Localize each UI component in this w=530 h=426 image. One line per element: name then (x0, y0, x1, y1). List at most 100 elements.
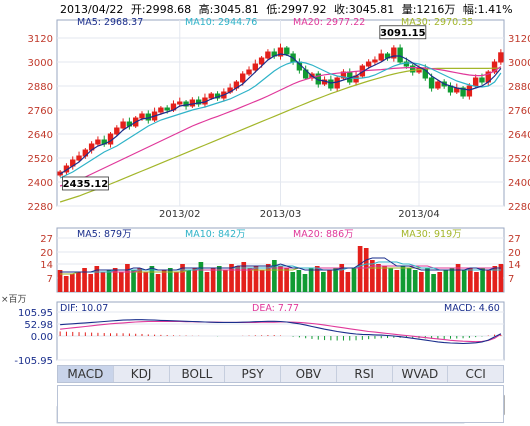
price-ytick-right: 2760 (508, 106, 530, 117)
volume-bar (492, 266, 498, 292)
candle (114, 127, 120, 135)
volume-bar (419, 272, 424, 292)
candle (277, 47, 284, 57)
candle (195, 99, 202, 105)
candle (466, 85, 473, 97)
volume-bar (480, 268, 485, 292)
volume-bar (247, 268, 253, 292)
volume-ma10-line (60, 261, 501, 273)
macd-ytick: -105.95 (14, 356, 53, 367)
volume-bar (253, 266, 259, 292)
time-navigator[interactable] (57, 385, 504, 423)
ma5-line (59, 53, 502, 175)
price-ytick-right: 2280 (508, 202, 530, 213)
volume-ytick-right: 27 (508, 234, 521, 245)
volume-bar (351, 268, 357, 292)
volume-bar (449, 268, 455, 292)
volume-bar (259, 270, 265, 292)
volume-bar (161, 270, 167, 292)
volume-bar (461, 270, 467, 292)
volume-bar (223, 270, 228, 292)
volume-ma-label: MA10: 842万 (185, 229, 246, 240)
tab-kdj[interactable]: KDJ (114, 366, 170, 382)
macd-ytick: 105.95 (18, 308, 53, 319)
tab-macd[interactable]: MACD (58, 366, 114, 382)
price-ytick-right: 2520 (508, 154, 530, 165)
price-ma-label: MA10: 2944.76 (185, 17, 257, 28)
volume-ytick-right: 7 (508, 274, 514, 285)
quote-change: 幅:1.41% (462, 3, 513, 16)
tab-psy[interactable]: PSY (225, 366, 281, 382)
price-panel: 3120 3120 3000 3000 2880 2880 2760 2760 2640 2640… (28, 17, 530, 220)
volume-bar (455, 264, 461, 292)
tab-cci[interactable]: CCI (465, 367, 486, 381)
volume-bar (229, 264, 234, 292)
candle (258, 57, 265, 65)
candle (139, 113, 145, 119)
annotation-label: 2435.12 (63, 179, 109, 190)
volume-bar (370, 260, 375, 292)
candle (498, 52, 504, 63)
tab-obv[interactable]: OBV (281, 366, 337, 382)
price-ytick-left: 2280 (28, 202, 53, 213)
volume-bar (431, 274, 436, 292)
volume-bar (327, 270, 332, 292)
volume-bar (278, 266, 283, 292)
price-ytick-left: 3120 (28, 34, 53, 45)
candle (334, 77, 340, 89)
volume-bar (235, 266, 240, 292)
candle (410, 65, 416, 73)
ma10-line (59, 61, 502, 179)
volume-ytick-right: 20 (508, 248, 521, 259)
volume-bar (425, 268, 430, 292)
volume-ytick-left: 27 (40, 234, 53, 245)
volume-ma20-line (60, 265, 501, 273)
candle (183, 101, 189, 107)
tab-wvad[interactable]: WVAD (393, 366, 449, 382)
volume-bar (94, 266, 100, 292)
volume-bar (210, 268, 216, 292)
price-xtick: 2013/03 (260, 209, 302, 220)
volume-bar (394, 270, 400, 292)
candle (177, 101, 183, 105)
volume-bar (112, 268, 118, 292)
candle (491, 61, 498, 73)
volume-bar (155, 274, 161, 292)
candle (246, 69, 252, 75)
candle (479, 77, 485, 83)
volume-ytick-right: 14 (508, 260, 521, 271)
volume-bar (192, 268, 198, 292)
volume-bar (443, 270, 449, 292)
volume-bar (241, 262, 247, 292)
volume-bar (174, 272, 179, 292)
volume-bar (57, 270, 63, 292)
candle (428, 77, 435, 89)
price-ytick-right: 2880 (508, 82, 530, 93)
price-ma-label: MA30: 2970.35 (401, 17, 473, 28)
tab-rsi[interactable]: RSI (337, 366, 393, 382)
volume-ytick-left: 14 (40, 260, 53, 271)
volume-bar (216, 266, 222, 292)
quote-open: 开:2998.68 (130, 3, 192, 16)
price-ytick-left: 2400 (28, 178, 53, 189)
annotation-box (62, 176, 109, 191)
candle (158, 107, 164, 113)
candle (391, 47, 397, 59)
quote-volume: 量:1216万 (401, 3, 456, 16)
macd-label: MACD: 4.60 (444, 303, 500, 314)
price-ma-label: MA5: 2968.37 (77, 17, 143, 28)
volume-bar (339, 264, 345, 292)
candle (95, 139, 101, 145)
volume-bar (333, 268, 338, 292)
candle (120, 121, 126, 129)
volume-bar (376, 264, 381, 292)
volume-bar (321, 272, 326, 292)
volume-bar (76, 272, 81, 292)
volume-unit-label: ×百万 (1, 294, 27, 305)
price-ytick-left: 2520 (28, 154, 53, 165)
volume-bar (290, 272, 296, 292)
tab-boll[interactable]: BOLL (170, 366, 226, 382)
volume-bar (167, 268, 173, 292)
